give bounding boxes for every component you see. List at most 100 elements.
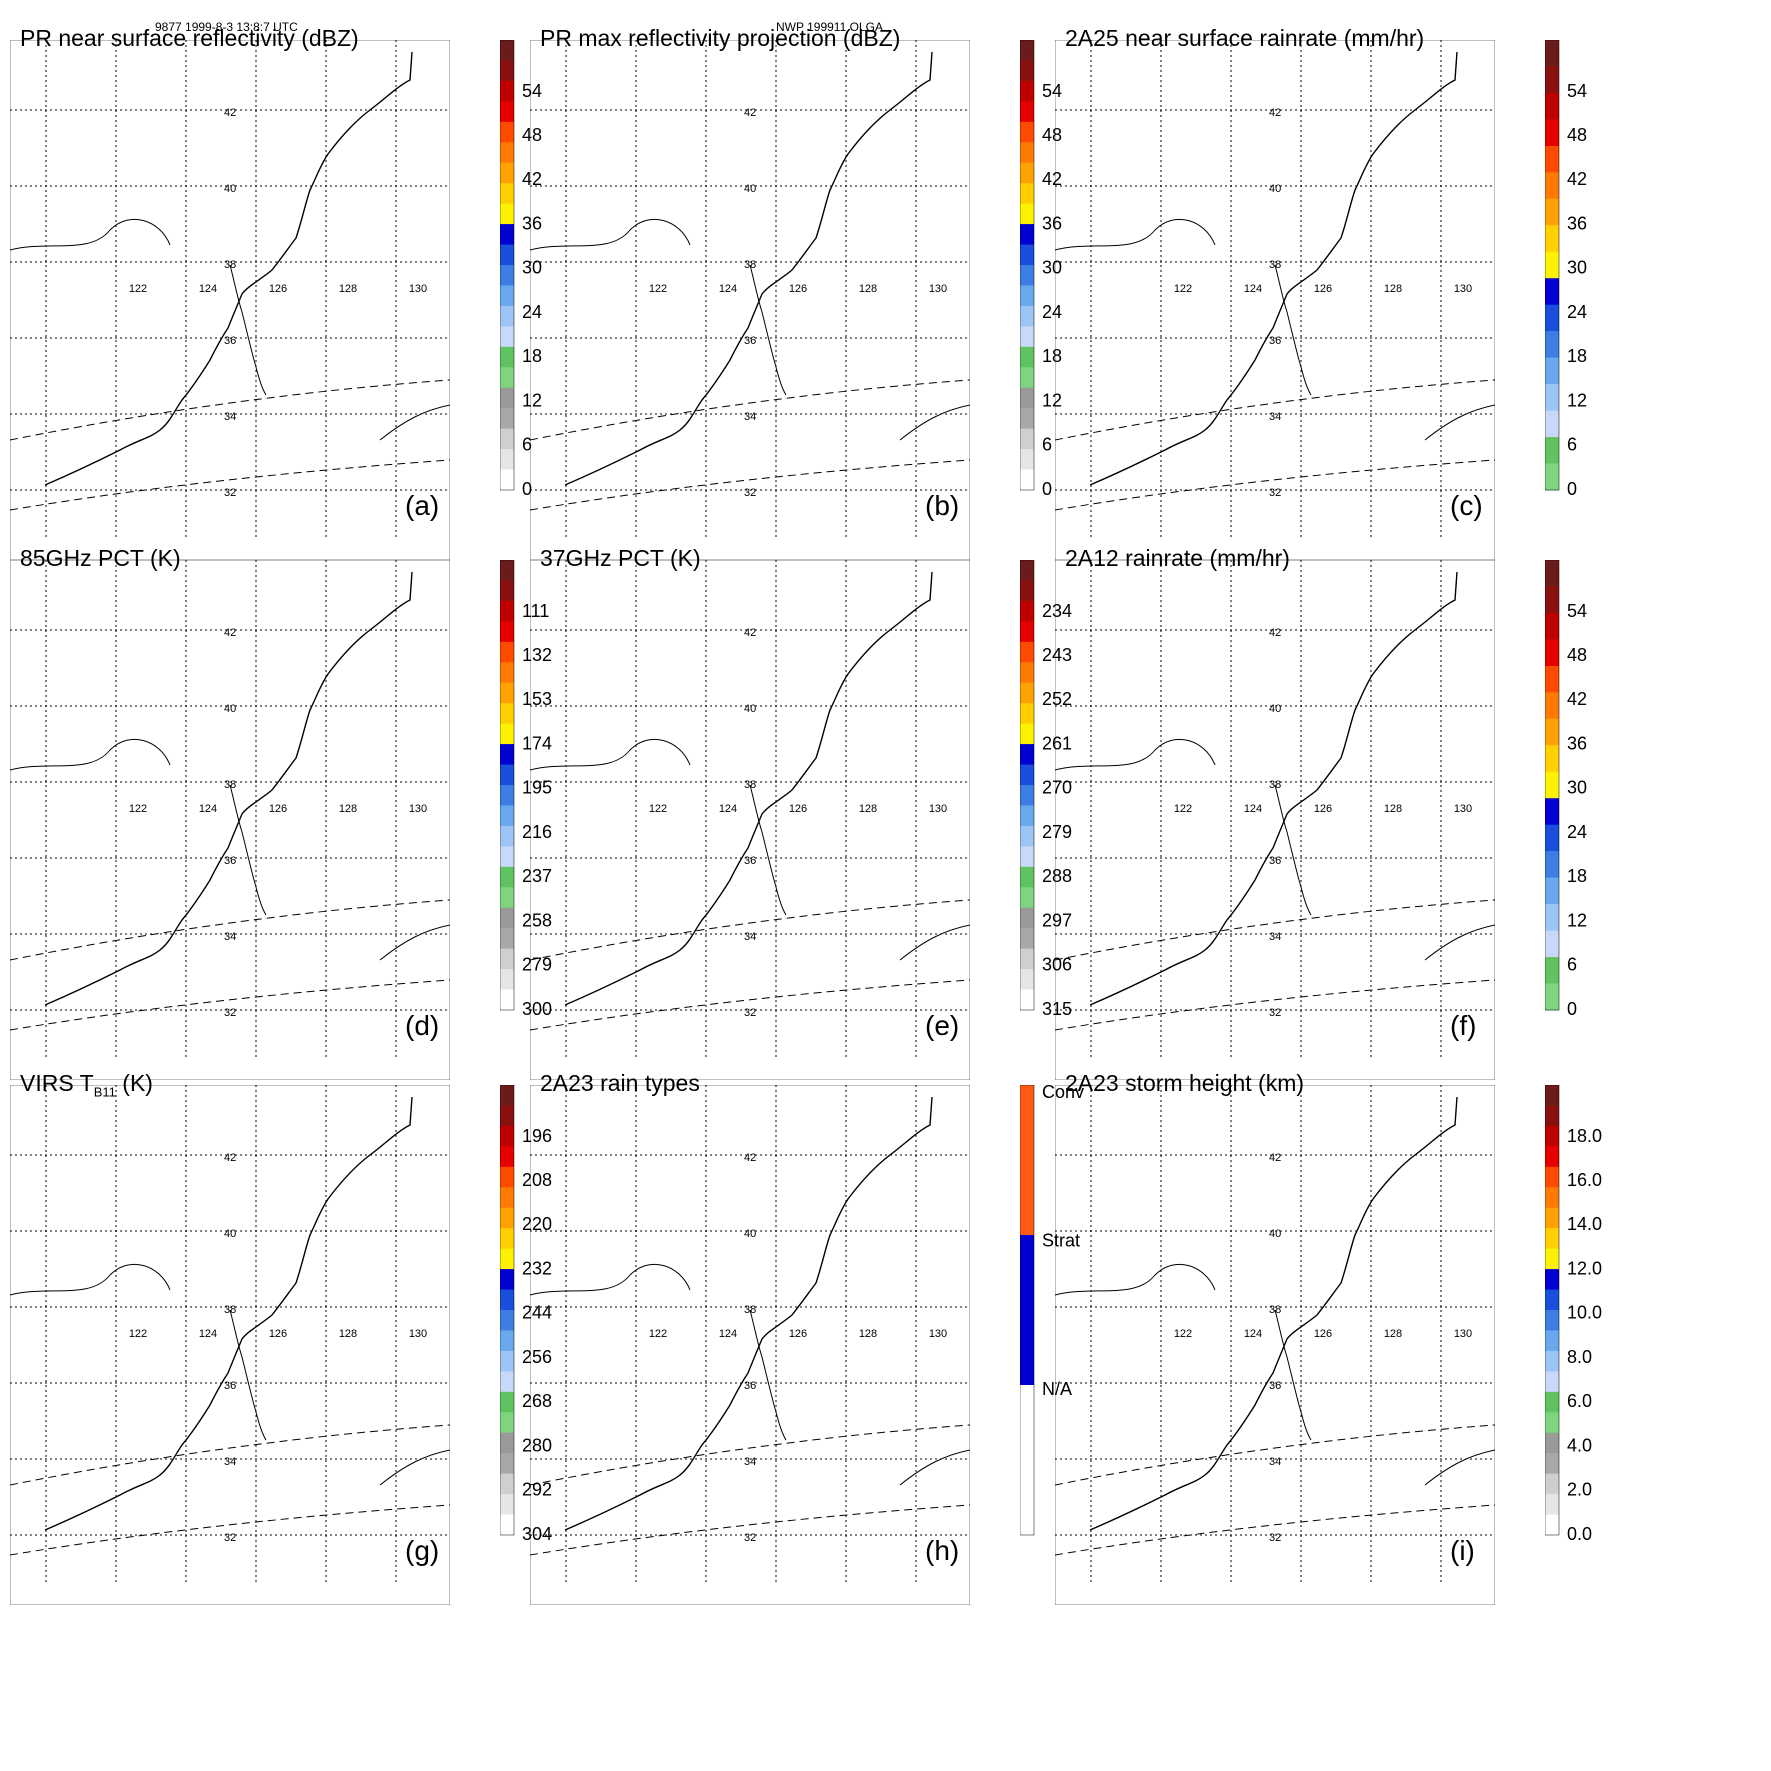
colorbar-tick: 54 [522, 81, 542, 101]
colorbar-segment [1020, 580, 1034, 602]
colorbar-segment [1020, 825, 1034, 847]
panel-title: VIRS TB11 (K) [20, 1070, 153, 1100]
colorbar-segment [500, 600, 514, 622]
lon-label: 126 [1314, 1328, 1332, 1340]
lat-label: 34 [224, 931, 236, 943]
colorbar-segment [1020, 428, 1034, 450]
colorbar-segment [500, 1228, 514, 1250]
lat-label: 40 [744, 703, 756, 715]
storm-name: NWP 199911 OLGA [776, 20, 883, 34]
map: 122124126128130132424038363432 [10, 1085, 450, 1605]
lon-label: 126 [269, 803, 287, 815]
lon-label: 126 [1314, 283, 1332, 295]
colorbar-segment [500, 203, 514, 225]
colorbar-segment [1020, 449, 1034, 471]
colorbar-tick: 268 [522, 1391, 552, 1411]
panel-letter: (a) [405, 490, 440, 521]
swath-edge [1055, 979, 1495, 1031]
colorbar-tick: 48 [1567, 125, 1587, 145]
swath-edge [1055, 1424, 1495, 1486]
lat-label: 36 [744, 1380, 756, 1392]
colorbar-segment [1020, 600, 1034, 622]
lon-label: 128 [1384, 1328, 1402, 1340]
map: 122124126128130132424038363432 [10, 560, 450, 1080]
colorbar-segment [1545, 1085, 1559, 1106]
lat-label: 32 [1269, 1007, 1281, 1019]
colorbar-segment [500, 1207, 514, 1229]
lat-label: 42 [1269, 107, 1281, 119]
colorbar-segment [1545, 877, 1559, 905]
colorbar-segment [500, 346, 514, 368]
lon-label: 124 [1244, 803, 1262, 815]
colorbar-tick: 36 [522, 213, 542, 233]
colorbar-segment [500, 1187, 514, 1209]
colorbar-segment [1020, 305, 1034, 327]
lat-label: 42 [744, 107, 756, 119]
lon-label: 122 [1174, 1328, 1192, 1340]
colorbar-segment [1545, 851, 1559, 879]
colorbar-segment [500, 723, 514, 745]
colorbar-segment [500, 866, 514, 888]
colorbar-segment [500, 785, 514, 806]
colorbar-tick: 6.0 [1567, 1391, 1592, 1411]
coastline [44, 571, 413, 1006]
colorbar-tick: 280 [522, 1435, 552, 1455]
colorbar-segment [1545, 1310, 1559, 1331]
colorbar-segment [1545, 119, 1559, 147]
colorbar-segment [500, 142, 514, 164]
coastline [1089, 571, 1458, 1006]
lon-label: 128 [339, 283, 357, 295]
lat-label: 36 [224, 855, 236, 867]
colorbar-segment [1545, 745, 1559, 773]
colorbar-segment [500, 305, 514, 327]
colorbar-segment [1545, 357, 1559, 385]
colorbar-segment [1545, 1473, 1559, 1495]
lat-label: 34 [1269, 931, 1281, 943]
panel-letter: (b) [925, 490, 960, 521]
lat-label: 42 [224, 1152, 236, 1164]
colorbar-segment [1020, 60, 1034, 82]
colorbar-tick: 111 [522, 601, 549, 621]
colorbar-segment [1545, 1412, 1559, 1434]
colorbar-tick: 208 [522, 1170, 552, 1190]
lat-label: 36 [744, 335, 756, 347]
lat-label: 34 [744, 1456, 756, 1468]
colorbar-segment [500, 1125, 514, 1147]
lon-label: 122 [1174, 803, 1192, 815]
colorbar-tick: 12 [1567, 390, 1587, 410]
colorbar-segment [500, 1248, 514, 1270]
panel-letter: (e) [925, 1010, 960, 1041]
panel-letter: (c) [1450, 490, 1483, 521]
coastline [1089, 51, 1458, 486]
colorbar: 54 48 42 36 30 24 18 12 6 0 [1020, 40, 1062, 499]
colorbar-tick: 270 [1042, 778, 1072, 798]
colorbar-segment [500, 469, 514, 491]
colorbar-segment [1020, 682, 1034, 704]
colorbar-tick: 234 [1042, 601, 1072, 621]
colorbar-tick: 0 [1567, 999, 1577, 1019]
colorbar-segment [500, 1146, 514, 1168]
lat-label: 42 [1269, 627, 1281, 639]
lon-label: 128 [859, 1328, 877, 1340]
china-coast [1055, 218, 1216, 251]
lon-label: 124 [1244, 1328, 1262, 1340]
panel-c: 2A25 near surface rainrate (mm/hr) 122 124… [1055, 0, 1625, 560]
lat-label: 40 [1269, 703, 1281, 715]
colorbar-tick: 18 [1042, 346, 1062, 366]
colorbar-tick: 220 [522, 1214, 552, 1234]
colorbar-segment [500, 1330, 514, 1352]
colorbar-segment [1545, 40, 1559, 67]
lon-label: 122 [129, 283, 147, 295]
colorbar-tick: 174 [522, 733, 552, 753]
map: 122124126128130132424038363432 [1055, 560, 1495, 1080]
colorbar: 196 208 220 232 244 256 268 280 292 304 [500, 1085, 552, 1544]
colorbar-tick: 0.0 [1567, 1524, 1592, 1544]
lon-label: 126 [269, 1328, 287, 1340]
colorbar-tick: 0 [1042, 479, 1052, 499]
china-coast [10, 218, 171, 251]
colorbar-tick: 279 [522, 955, 552, 975]
peninsula-coast [229, 1309, 267, 1441]
colorbar-segment [500, 1494, 514, 1516]
colorbar-segment [500, 805, 514, 827]
colorbar-frame [1020, 1085, 1035, 1536]
